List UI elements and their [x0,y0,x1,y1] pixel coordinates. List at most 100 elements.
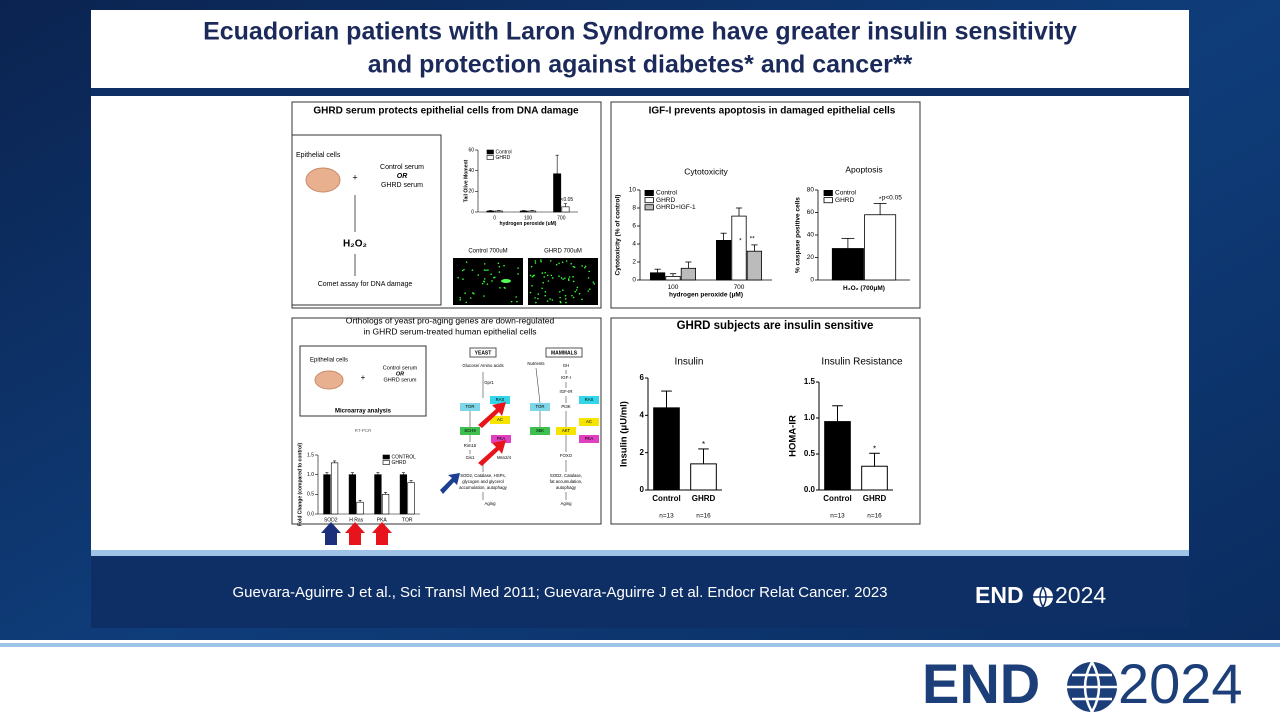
dot [564,277,566,279]
bar [330,462,339,515]
label: OR [396,371,404,377]
y-tick-label: 40 [468,168,474,174]
bar [399,474,408,515]
bottom-rule [0,643,1280,647]
dot [499,287,501,289]
dot [543,276,546,278]
y-tick-label: 0.0 [804,485,816,494]
error-bar [735,207,743,217]
pathway-label: IGF-IR [560,389,573,394]
dot [516,300,518,303]
dot [570,262,572,265]
y-tick-label: 80 [807,187,815,194]
pathway-label: IGF-I [561,375,571,380]
dot [549,260,552,262]
dot [592,281,595,283]
y-tick-label: 2 [640,448,645,457]
panel-title: IGF-I prevents apoptosis in damaged epit… [649,106,896,117]
pathway-box [490,396,510,404]
comet-image [453,258,523,305]
dot [567,278,570,280]
logo-year: 2024 [1055,582,1106,608]
bar [519,210,528,213]
y-axis-label: % caspase positive cells [795,197,802,273]
dot [574,290,577,293]
dot [486,283,489,285]
dot [464,292,466,295]
dot [481,282,484,285]
error-bar [669,273,677,277]
error-bar [841,237,855,249]
dot [497,262,500,265]
dot [546,300,549,302]
y-tick-label: 8 [632,205,636,212]
legend-label: GHRD [496,155,511,161]
dot [534,260,537,262]
protocol-box [291,134,442,306]
pathway-label: Gpr1 [484,380,494,385]
annotation: * [739,238,742,245]
x-tick-label: Control [823,494,851,503]
dot [572,276,574,278]
dot [587,277,590,279]
error-bar [661,390,672,408]
pathway-box [490,416,510,424]
annotation: * [702,440,705,449]
pathway-label: Aging [561,501,573,506]
error-bar [698,448,709,464]
dot [560,301,562,304]
y-axis-label: Cytotoxicity (% of control) [615,195,622,276]
error-bar [832,405,843,422]
x-axis-label: H₂O₂ (700μM) [843,285,885,292]
dot [541,287,543,290]
x-tick-label: 100 [668,284,679,291]
label: Epithelial cells [310,358,348,364]
pathway-box [579,396,599,404]
x-tick-label: 100 [524,215,533,221]
footer-rule [91,550,1189,556]
label: YEAST [475,350,492,356]
y-tick-label: 0.5 [804,449,816,458]
label: RT-PCR [355,428,372,433]
dot [485,269,487,271]
bar [407,482,415,515]
annotation: * [873,444,876,453]
dot [562,289,564,292]
y-tick-label: 0.5 [307,492,314,498]
legend-label: GHRD [392,460,407,466]
legend-label: Control [656,190,678,197]
pathway-box [530,403,550,411]
dot [555,263,558,266]
dot [588,270,590,273]
dot [587,290,590,292]
x-tick-label: 700 [557,215,566,221]
label: OR [397,173,408,180]
bar [680,267,697,281]
error-bar [358,499,362,503]
dot [529,274,532,277]
dot [537,293,540,295]
y-tick-label: 0 [640,485,645,494]
dot [558,275,560,278]
dot [487,269,489,271]
annotation: * [879,196,882,203]
logo-globe-lines [1033,586,1053,608]
bar [653,407,680,491]
y-tick-label: 1.0 [804,413,816,422]
legend-swatch [644,189,654,196]
dot [534,262,537,264]
label: Control serum [380,164,424,171]
dot [503,286,506,289]
y-tick-label: 1.0 [307,472,314,478]
x-tick-label: Control [652,494,680,503]
n-label: n=13 [659,512,674,519]
label: + [361,373,366,382]
legend-swatch [644,204,654,211]
pathway-label: PKA [585,436,594,441]
pathway-box [530,427,550,435]
slide-title: Ecuadorian patients with Laron Syndrome … [203,18,1077,46]
dot [541,272,544,274]
pathway-label: SOD2, Catalase, [550,473,582,478]
y-tick-label: 1.5 [307,452,314,458]
dot [477,274,480,276]
